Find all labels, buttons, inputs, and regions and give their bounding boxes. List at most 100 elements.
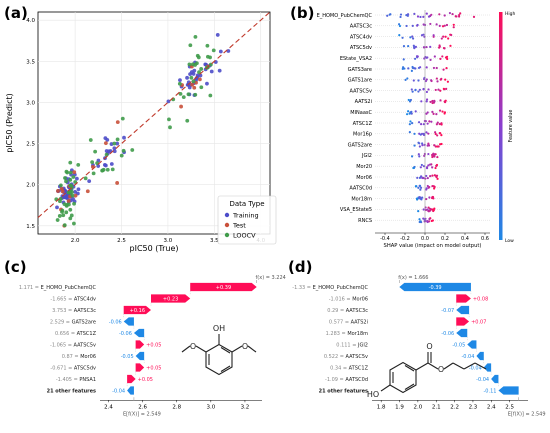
molecule-structure-image: O O HO (367, 342, 487, 399)
plot-frame (37, 11, 271, 235)
x-tick-label: -0.4 (380, 236, 390, 242)
shap-point (418, 184, 422, 187)
svg-text:O: O (438, 365, 444, 374)
shap-point (422, 132, 425, 135)
data-point (58, 199, 62, 204)
shap-point (411, 24, 414, 27)
shap-point (404, 78, 407, 81)
shap-point (434, 132, 437, 136)
shap-point (425, 45, 428, 49)
shap-point (426, 220, 429, 224)
shap-point (398, 24, 402, 28)
shap-point (417, 210, 420, 213)
shap-point (434, 131, 437, 134)
fx-label: f(x) = 1.666 (398, 275, 428, 281)
bar-value-label: -0.06 (119, 331, 132, 337)
shap-point (427, 209, 430, 213)
shap-point (425, 197, 428, 201)
shap-point (440, 123, 443, 126)
shap-point (411, 37, 415, 40)
shap-point (413, 144, 416, 147)
feature-name: E_HOMO_PubChemQC (41, 285, 97, 291)
bar-value-label: +0.39 (216, 285, 231, 291)
x-tick-label: 2.0 (71, 238, 80, 244)
data-point (178, 91, 183, 96)
data-point (102, 163, 107, 167)
shap-point (411, 90, 414, 93)
shap-point (435, 123, 438, 126)
shap-point (428, 217, 431, 221)
x-tick-label: 2.5 (117, 238, 126, 244)
legend-label-training: Training (232, 212, 259, 220)
shap-point (432, 152, 435, 156)
feature-value: 0.577 = (329, 319, 351, 325)
bar-value-label: -0.07 (441, 308, 454, 314)
waterfall-bar (483, 363, 492, 372)
efx-label: E[f(X)] = 2.549 (508, 411, 546, 417)
feature-label: ATSC4dv (350, 34, 372, 40)
data-point (205, 54, 210, 59)
data-point (130, 148, 135, 152)
shap-point (416, 15, 420, 18)
data-point (76, 162, 81, 167)
shap-point (472, 15, 476, 18)
data-point (104, 149, 109, 153)
feature-name: Mor06 (80, 354, 96, 360)
data-point (188, 72, 192, 77)
shap-point (429, 45, 432, 48)
x-tick-label: 2.4 (487, 404, 496, 410)
feature-label: 0.34 = ATSC1Z (330, 365, 368, 371)
shap-point (422, 208, 425, 211)
data-point (198, 77, 202, 82)
data-point (205, 81, 209, 86)
feature-label: -1.33 = E_HOMO_PubChemQC (292, 285, 368, 291)
feature-name: Mor18m (347, 331, 368, 337)
x-axis-label: pIC50 (True) (130, 244, 179, 253)
shap-point (435, 66, 438, 70)
x-tick-label: 0.0 (421, 236, 429, 242)
shap-point (426, 111, 429, 114)
shap-point (421, 144, 424, 147)
feature-label: 0.87 = Mor06 (62, 354, 96, 360)
shap-point (418, 88, 421, 91)
shap-point (431, 184, 434, 188)
feature-value: 0.34 = (330, 365, 349, 371)
data-point (179, 104, 183, 109)
shap-point (414, 67, 417, 70)
data-point (64, 210, 69, 215)
shap-point (417, 153, 420, 156)
shap-point (443, 14, 446, 17)
feature-label: RNCS (358, 218, 372, 224)
feature-value: -1.016 = (329, 296, 353, 302)
shap-point (446, 57, 449, 61)
y-axis-label: pIC50 (Predict) (5, 93, 14, 153)
data-point (115, 120, 120, 124)
shap-point (414, 89, 417, 92)
waterfall-bars: -0.39 +0.08 -0.07 +0.07 -0.06 -0.05 -0.04 -0.04… (399, 282, 519, 395)
shap-point (415, 55, 419, 58)
bar-value-label: -0.05 (452, 342, 465, 348)
feature-label: EState_VSA2 (340, 56, 372, 62)
data-point (188, 43, 193, 48)
shap-point (444, 78, 447, 81)
legend-marker-loocv (224, 232, 230, 238)
waterfall-bar (456, 305, 470, 315)
feature-value: -1.405 = (56, 377, 80, 383)
panel-label-c: (c) (4, 258, 27, 276)
shap-point (425, 90, 429, 94)
data-point (57, 214, 62, 218)
y-tick-label: 3.0 (26, 100, 35, 106)
shap-point (431, 219, 434, 222)
axis-ticks: -0.4 -0.2 0.0 0.2 0.4 0.6 (380, 233, 489, 242)
shap-point (406, 77, 409, 80)
feature-label: 0.522 = AATSC5v (324, 354, 368, 360)
data-point (75, 176, 79, 181)
feature-name: E_HOMO_PubChemQC (313, 285, 369, 291)
feature-label: Mor20 (356, 164, 372, 170)
shap-point (440, 134, 443, 137)
shap-point (433, 144, 436, 147)
shap-point (457, 15, 461, 18)
feature-name: ATSC1Z (77, 331, 97, 337)
data-point (166, 99, 171, 104)
data-point (87, 179, 92, 183)
